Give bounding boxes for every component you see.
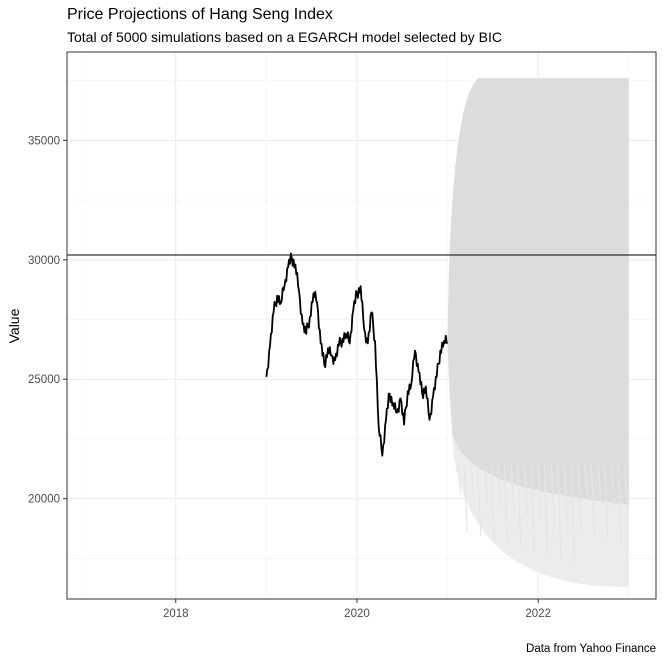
y-tick-label: 30000	[28, 255, 60, 267]
simulation-path	[590, 464, 595, 535]
simulation-path	[577, 464, 582, 531]
x-axis: 2018 2020 2022	[163, 599, 551, 620]
simulation-path	[456, 464, 462, 495]
y-tick-label: 25000	[28, 374, 60, 386]
y-tick-label: 20000	[28, 494, 60, 506]
y-axis-title: Value	[6, 308, 22, 343]
chart-subtitle: Total of 5000 simulations based on a EGA…	[67, 29, 503, 45]
y-axis: 20000 25000 30000 35000	[28, 135, 67, 506]
simulation-path	[537, 464, 542, 519]
simulation-path	[550, 464, 555, 523]
simulation-path	[597, 464, 602, 502]
simulation-path	[490, 464, 495, 540]
chart-title: Price Projections of Hang Seng Index	[67, 6, 333, 23]
history-series-line	[265, 252, 449, 457]
plot-panel-border	[66, 51, 657, 600]
simulation-path	[543, 464, 549, 556]
simulation-core-band	[447, 78, 629, 505]
y-tick-label: 35000	[28, 135, 60, 147]
simulation-fan	[447, 78, 629, 588]
simulation-path	[463, 464, 468, 532]
simulation-path	[610, 464, 616, 506]
simulation-path	[584, 464, 589, 498]
simulation-path	[483, 464, 488, 503]
simulation-path	[604, 464, 609, 539]
chart-caption: Data from Yahoo Finance	[526, 643, 656, 655]
x-tick-label: 2022	[525, 608, 551, 620]
x-tick-label: 2018	[163, 608, 189, 620]
simulation-path	[497, 464, 502, 507]
simulation-path	[477, 464, 482, 536]
x-tick-label: 2020	[344, 608, 370, 620]
simulation-path	[530, 464, 535, 552]
simulation-path	[470, 464, 475, 499]
simulation-path	[617, 464, 622, 543]
simulation-path	[564, 464, 569, 527]
simulation-path	[570, 464, 575, 564]
simulation-path	[557, 464, 562, 560]
simulation-path	[517, 464, 522, 548]
simulation-path	[523, 464, 529, 515]
simulation-path	[510, 464, 515, 511]
simulation-path	[503, 464, 509, 544]
simulation-path	[624, 464, 629, 510]
